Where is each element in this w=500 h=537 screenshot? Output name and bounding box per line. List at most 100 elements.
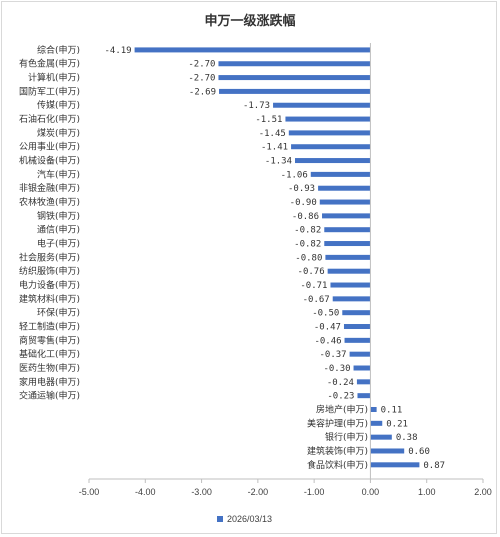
category-label: 医药生物(申万)	[19, 362, 80, 374]
value-label: -0.93	[288, 184, 315, 194]
value-label: -2.70	[188, 74, 215, 84]
value-label: -0.50	[312, 309, 339, 319]
bar	[322, 213, 371, 219]
x-tick-label: 2.00	[474, 487, 492, 497]
bar	[370, 434, 392, 440]
category-label: 社会服务(申万)	[19, 251, 80, 263]
category-label: 商贸零售(申万)	[19, 334, 80, 346]
category-label: 纺织服饰(申万)	[19, 265, 80, 277]
bar	[370, 448, 405, 454]
category-label: 电子(申万)	[37, 238, 80, 250]
bar	[353, 365, 371, 371]
value-label: -0.82	[294, 226, 321, 236]
x-tick-label: -3.00	[191, 487, 212, 497]
category-label: 建筑材料(申万)	[19, 293, 80, 305]
bar	[134, 47, 371, 53]
bar	[318, 185, 371, 191]
bar	[319, 199, 371, 205]
category-label: 轻工制造(申万)	[19, 321, 80, 333]
value-label: -0.71	[300, 281, 327, 291]
value-label: 0.87	[423, 461, 445, 471]
value-label: -1.41	[261, 143, 288, 153]
value-label: -0.46	[314, 336, 341, 346]
value-label: -0.47	[314, 323, 341, 333]
bar	[349, 351, 371, 357]
bar	[343, 324, 371, 330]
value-label: -0.76	[298, 267, 325, 277]
value-label: 0.38	[396, 433, 418, 443]
category-label: 食品饮料(申万)	[307, 459, 368, 471]
value-label: -2.70	[188, 60, 215, 70]
category-label: 综合(申万)	[37, 44, 80, 56]
bar	[342, 310, 371, 316]
value-label: -0.37	[320, 350, 347, 360]
bar	[285, 116, 371, 122]
bar	[327, 268, 371, 274]
x-tick-label: -2.00	[248, 487, 269, 497]
value-label: 0.60	[408, 447, 430, 457]
category-label: 机械设备(申万)	[19, 155, 80, 167]
bar	[356, 379, 371, 385]
bar	[370, 462, 420, 468]
bar	[344, 337, 371, 343]
x-tick-label: -1.00	[304, 487, 325, 497]
bar	[295, 158, 371, 164]
category-label: 环保(申万)	[37, 307, 80, 319]
bar	[370, 420, 383, 426]
category-label: 传媒(申万)	[37, 99, 80, 111]
category-label: 煤炭(申万)	[37, 127, 80, 139]
category-label: 钢铁(申万)	[37, 210, 80, 222]
category-label: 房地产(申万)	[316, 403, 368, 415]
category-label: 基础化工(申万)	[19, 348, 80, 360]
legend: 2026/03/13	[217, 514, 272, 524]
x-tick-label: 0.00	[362, 487, 380, 497]
value-label: -1.51	[255, 115, 282, 125]
category-label: 石油石化(申万)	[19, 113, 80, 125]
chart-title: 申万一级涨跌幅	[204, 13, 295, 29]
category-label: 建筑装饰(申万)	[307, 445, 368, 457]
category-label: 美容护理(申万)	[307, 417, 368, 429]
value-label: 0.21	[386, 419, 408, 429]
bar	[324, 227, 371, 233]
value-label: -0.90	[290, 198, 317, 208]
bar	[291, 144, 371, 150]
bar	[357, 393, 371, 399]
bar	[218, 61, 371, 67]
bar	[324, 241, 371, 247]
category-label: 有色金属(申万)	[19, 58, 80, 70]
category-label: 农林牧渔(申万)	[19, 196, 80, 208]
bar	[310, 171, 371, 177]
value-label: -1.34	[265, 157, 292, 167]
value-label: -0.30	[323, 364, 350, 374]
category-label: 国防军工(申万)	[19, 85, 80, 97]
bar	[273, 102, 371, 108]
category-label: 通信(申万)	[37, 224, 80, 236]
value-label: -0.80	[295, 253, 322, 263]
value-label: 0.11	[381, 405, 403, 415]
category-label: 汽车(申万)	[37, 168, 80, 180]
category-label: 交通运输(申万)	[19, 390, 80, 402]
category-label: 银行(申万)	[325, 431, 368, 443]
category-label: 家用电器(申万)	[19, 376, 80, 388]
bar	[325, 254, 371, 260]
bar	[218, 75, 371, 81]
value-label: -0.82	[294, 240, 321, 250]
category-label: 非银金融(申万)	[19, 182, 80, 194]
x-tick-label: 1.00	[418, 487, 436, 497]
bar	[332, 296, 371, 302]
value-label: -0.24	[327, 378, 354, 388]
legend-label: 2026/03/13	[227, 514, 272, 524]
value-label: -4.19	[104, 46, 131, 56]
legend-swatch	[217, 516, 223, 522]
bar	[370, 406, 377, 412]
value-label: -0.23	[327, 392, 354, 402]
x-tick-label: -5.00	[79, 487, 100, 497]
value-label: -1.06	[281, 170, 308, 180]
bar	[219, 88, 371, 94]
value-label: -0.86	[292, 212, 319, 222]
value-label: -1.45	[259, 129, 286, 139]
value-label: -0.67	[303, 295, 330, 305]
category-label: 公用事业(申万)	[19, 141, 80, 153]
